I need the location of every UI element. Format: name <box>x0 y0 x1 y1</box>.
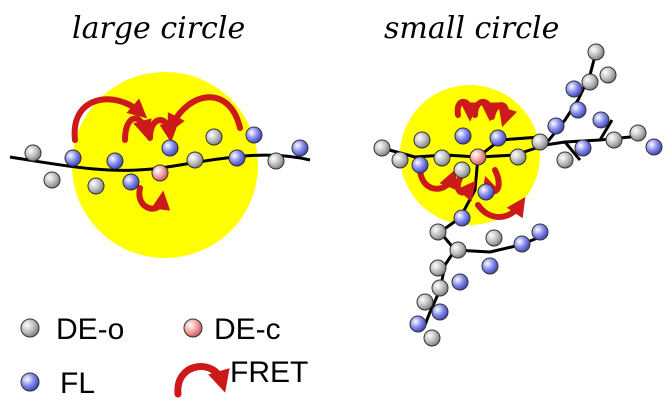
fret-arrow <box>472 98 500 122</box>
fl-bead <box>451 273 469 291</box>
fret-arrow <box>417 165 458 192</box>
de-o-bead <box>267 152 285 170</box>
de-o-bead <box>556 151 574 169</box>
de-o-bead <box>531 133 549 151</box>
left-fret-arrows <box>71 94 243 212</box>
de-c-bead <box>469 148 487 166</box>
legend-label-de-o: DE-o <box>56 313 124 346</box>
fl-bead <box>411 156 429 174</box>
right-panel <box>373 43 663 347</box>
legend-item-fl: FL <box>20 367 95 400</box>
fl-bead <box>592 111 610 129</box>
de-o-bead <box>433 149 451 167</box>
de-o-bead <box>509 148 527 166</box>
fl-bead <box>291 139 309 157</box>
de-o-bead <box>629 124 647 142</box>
fret-arrow <box>167 94 243 134</box>
fl-legend-swatch <box>20 372 40 392</box>
fl-bead <box>547 117 565 135</box>
left-panel <box>9 72 311 258</box>
fl-bead <box>477 183 495 201</box>
de-o-bead <box>605 131 623 149</box>
fl-bead <box>106 152 124 170</box>
fret-arrow <box>147 117 179 143</box>
de-o-bead <box>587 43 605 61</box>
legend: DE-o DE-c FL FRET <box>20 313 308 400</box>
fret-arrow <box>454 172 477 202</box>
large-yellow-circle <box>72 72 258 258</box>
fret-arrow <box>136 185 171 212</box>
de-o-bead <box>423 329 441 347</box>
de-o-bead <box>599 66 617 84</box>
fl-bead <box>64 149 82 167</box>
fl-bead <box>454 127 472 145</box>
de-o-bead <box>413 131 431 149</box>
fl-bead <box>574 139 592 157</box>
fret-arrow <box>489 102 518 128</box>
fret-legend-arrow-icon <box>174 363 230 398</box>
polymer-chain <box>454 233 546 254</box>
fl-bead <box>513 235 531 253</box>
de-o-bead <box>453 161 471 179</box>
de-o-bead <box>373 139 391 157</box>
fret-arrow <box>71 96 148 143</box>
de-c-bead <box>151 164 169 182</box>
fret-arrow <box>454 98 480 122</box>
right-fret-arrows <box>417 98 526 220</box>
de-c-legend-swatch <box>183 318 203 338</box>
right-panel-title: small circle <box>384 11 559 46</box>
de-o-bead <box>391 151 409 169</box>
fl-bead <box>122 173 140 191</box>
legend-label-fret: FRET <box>230 356 308 389</box>
fl-bead <box>531 223 549 241</box>
fl-bead <box>409 315 427 333</box>
fl-bead <box>245 126 263 144</box>
fl-bead <box>569 101 587 119</box>
fl-bead <box>431 303 449 321</box>
de-o-bead <box>186 151 204 169</box>
de-o-bead <box>205 128 223 146</box>
fl-bead <box>228 149 246 167</box>
fret-arrow <box>122 115 152 143</box>
de-o-bead <box>43 171 61 189</box>
legend-item-fret: FRET <box>174 356 308 398</box>
fl-bead <box>645 138 663 156</box>
de-o-bead <box>431 279 449 297</box>
de-o-legend-swatch <box>20 318 40 338</box>
de-o-bead <box>429 259 447 277</box>
legend-label-fl: FL <box>60 367 95 400</box>
legend-item-de-c: DE-c <box>183 313 281 346</box>
de-o-bead <box>449 241 467 259</box>
de-o-bead <box>485 229 503 247</box>
de-o-bead <box>416 293 434 311</box>
left-panel-title: large circle <box>72 11 245 46</box>
polymer-chain <box>598 119 614 141</box>
de-o-bead <box>581 73 599 91</box>
fl-bead <box>453 209 471 227</box>
legend-label-de-c: DE-c <box>214 313 281 346</box>
legend-item-de-o: DE-o <box>20 313 124 346</box>
fl-bead <box>489 129 507 147</box>
de-o-bead <box>87 177 105 195</box>
fl-bead <box>481 257 499 275</box>
fl-bead <box>161 139 179 157</box>
polymer-chain <box>563 141 582 161</box>
de-o-bead <box>429 223 447 241</box>
fl-bead <box>565 80 583 98</box>
fret-arrow <box>475 197 526 220</box>
de-o-bead <box>24 144 42 162</box>
